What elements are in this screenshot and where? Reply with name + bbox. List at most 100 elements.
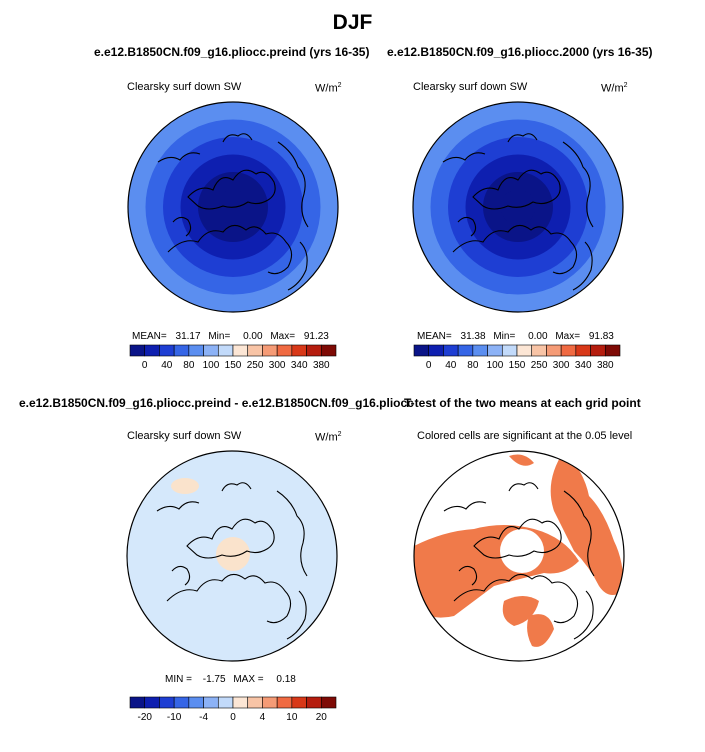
coastline-segment-6	[172, 216, 192, 237]
panel3-units-base: W/m	[315, 431, 338, 444]
colorbar-box-10	[276, 696, 293, 709]
coastline-segment-2	[277, 141, 309, 228]
coastline-segment-3	[442, 152, 486, 163]
positive-diff-patch-pole	[216, 537, 250, 571]
colorbar-box-4	[188, 344, 204, 357]
coastline-segment-1	[187, 169, 276, 210]
coastline-segment-5	[572, 241, 593, 291]
colorbar-box-7	[516, 344, 533, 357]
coastline-segment-2	[563, 490, 595, 577]
colorbar-box-6	[217, 344, 234, 357]
colorbar-tick-label-0: 0	[142, 360, 148, 371]
colorbar-box-13	[320, 344, 337, 357]
panel2-min-label: Min=	[493, 331, 516, 342]
colorbar-tick-label-5: 250	[531, 360, 548, 371]
panel2-mean-label: MEAN=	[417, 331, 452, 342]
colorbar-tick-label-8: 380	[313, 360, 330, 371]
colorbar-box-8	[247, 344, 263, 357]
colorbar-box-11	[291, 696, 307, 709]
colorbar-box-1	[428, 344, 444, 357]
panel2-polar-map	[412, 101, 624, 313]
panel2-max-label: Max=	[555, 331, 581, 342]
colorbar-tick-label-1: 40	[445, 360, 457, 371]
colorbar-tick-label-7: 340	[291, 360, 308, 371]
panel2-units: W/m2	[601, 82, 628, 95]
colorbar-box-9	[546, 344, 562, 357]
panel1-min-label: Min=	[208, 331, 231, 342]
colorbar-box-5	[487, 344, 503, 357]
coastline-segment-4	[508, 482, 539, 492]
coastline-segment-2	[276, 490, 308, 577]
coastline-segment-6	[458, 565, 478, 586]
colorbar-tick-label-2: 80	[467, 360, 479, 371]
case-title-right: e.e12.B1850CN.f09_g16.pliocc.2000 (yrs 1…	[387, 45, 653, 59]
diff-case-title: e.e12.B1850CN.f09_g16.pliocc.preind - e.…	[19, 396, 414, 410]
coastline-segment-6	[457, 216, 477, 237]
coastline-segment-4	[222, 133, 253, 143]
panel1-mean-value: 31.17	[175, 331, 201, 342]
coastline-segment-0	[452, 224, 578, 275]
colorbar-box-8	[531, 344, 547, 357]
colorbar-box-4	[188, 696, 204, 709]
coastline-segment-2	[562, 141, 594, 228]
colorbar-box-6	[217, 696, 234, 709]
coastlines	[156, 482, 308, 640]
colorbar-box-0	[129, 344, 146, 357]
coastline-segment-4	[221, 482, 252, 492]
colorbar-box-1	[144, 344, 160, 357]
positive-diff-patch-north	[171, 478, 199, 494]
colorbar-tick-label-3: 0	[230, 712, 236, 723]
colorbar-tick-label-5: 10	[286, 712, 298, 723]
map-boundary	[413, 450, 625, 662]
colorbar-tick-label-6: 20	[316, 712, 328, 723]
colorbar-tick-label-2: 80	[183, 360, 195, 371]
colorbar-box-12	[306, 344, 322, 357]
coastlines	[157, 133, 309, 291]
panel3-max-value: 0.18	[276, 674, 296, 685]
panel3-diff-map	[126, 450, 338, 662]
colorbar-tick-label-6: 300	[269, 360, 286, 371]
panel2-units-base: W/m	[601, 82, 624, 95]
colorbar-box-8	[247, 696, 263, 709]
coastline-segment-0	[167, 224, 293, 275]
colorbar-tick-label-1: -10	[167, 712, 182, 723]
colorbar-box-4	[472, 344, 488, 357]
coastline-segment-5	[573, 590, 594, 640]
panel1-stats: MEAN= 31.17 Min= 0.00 Max= 91.23	[132, 331, 329, 342]
colorbar-box-6	[501, 344, 518, 357]
panel1-colorbar: 0 40 80 100 150 250 300 340 380	[129, 344, 337, 371]
significant-region-5	[509, 454, 534, 466]
panel1-max-value: 91.23	[303, 331, 329, 342]
colorbar-tick-label-4: 4	[260, 712, 266, 723]
map-boundary	[412, 101, 624, 313]
coastline-segment-3	[157, 152, 201, 163]
coastline-segment-4	[507, 133, 538, 143]
colorbar-tick-label-1: 40	[161, 360, 173, 371]
panel3-stats: MIN = -1.75 MAX = 0.18	[165, 674, 296, 685]
colorbar-box-5	[203, 696, 219, 709]
map-boundary	[127, 101, 339, 313]
panel1-units-exp: 2	[337, 82, 342, 89]
significant-region-4	[527, 614, 554, 647]
colorbar-box-9	[262, 344, 278, 357]
colorbar-tick-label-4: 150	[225, 360, 242, 371]
colorbar-tick-label-2: -4	[199, 712, 208, 723]
colorbar-box-3	[173, 696, 190, 709]
colorbar-box-9	[262, 696, 278, 709]
panel3-max-label: MAX =	[233, 674, 264, 685]
panel1-mean-label: MEAN=	[132, 331, 167, 342]
colorbar-box-5	[203, 344, 219, 357]
colorbar-tick-label-4: 150	[509, 360, 526, 371]
colorbar-box-12	[590, 344, 606, 357]
panel3-colorbar: -20 -10 -4 0 4 10 20	[129, 696, 337, 723]
colorbar-box-0	[129, 696, 146, 709]
colorbar-box-7	[232, 696, 249, 709]
map-boundary	[126, 450, 338, 662]
colorbar-box-13	[320, 696, 337, 709]
colorbar-box-10	[560, 344, 577, 357]
panel3-units: W/m2	[315, 431, 342, 444]
colorbar-box-11	[575, 344, 591, 357]
colorbar-box-11	[291, 344, 307, 357]
colorbar-tick-label-0: 0	[426, 360, 432, 371]
panel2-units-exp: 2	[623, 82, 628, 89]
